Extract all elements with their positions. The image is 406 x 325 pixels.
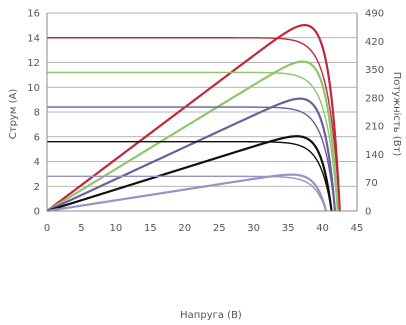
iv-curve-4 — [47, 140, 333, 212]
y2-axis-label: Потужність (Вт) — [391, 72, 403, 157]
y2-tick-label: 280 — [365, 93, 384, 104]
x-tick-label: 10 — [110, 223, 123, 234]
y-tick-label: 4 — [34, 157, 40, 168]
pv-curve-2 — [46, 60, 339, 212]
y-axis-label: Струм (А) — [8, 89, 19, 140]
tick-labels: 0 2 4 6 8 10 12 14 16 0 70 140 210 280 350 420 490 0 5 10 15… — [27, 9, 384, 235]
x-tick-label: 25 — [213, 223, 226, 234]
y-tick-label: 14 — [27, 33, 40, 44]
iv-curve-5 — [47, 175, 327, 212]
x-tick-label: 20 — [178, 223, 191, 234]
iv-curve-1 — [47, 37, 341, 212]
y2-tick-label: 140 — [365, 150, 384, 161]
y2-tick-label: 420 — [365, 37, 384, 48]
y-tick-label: 8 — [34, 108, 40, 119]
y2-tick-label: 490 — [365, 9, 384, 20]
y-tick-label: 16 — [27, 9, 40, 20]
x-axis-label: Напруга (В) — [180, 310, 242, 321]
y2-tick-label: 0 — [365, 207, 371, 218]
pv-curve-1 — [46, 24, 341, 212]
y-tick-label: 0 — [34, 207, 40, 218]
y-tick-label: 6 — [34, 132, 40, 143]
axes — [46, 13, 358, 212]
iv-curve-2 — [47, 71, 339, 212]
x-tick-label: 30 — [247, 223, 260, 234]
x-tick-label: 15 — [144, 223, 157, 234]
x-tick-label: 35 — [282, 223, 295, 234]
x-tick-label: 5 — [78, 223, 84, 234]
x-tick-label: 40 — [316, 223, 329, 234]
pv-curve-5 — [46, 173, 328, 213]
curves — [46, 24, 341, 213]
pv-curve-3 — [46, 97, 337, 212]
y-tick-label: 2 — [34, 182, 40, 193]
y-tick-label: 12 — [27, 58, 40, 69]
y-tick-label: 10 — [27, 83, 40, 94]
y2-tick-label: 350 — [365, 65, 384, 76]
x-tick-label: 45 — [351, 223, 364, 234]
x-tick-label: 0 — [44, 223, 50, 234]
y2-tick-label: 210 — [365, 122, 384, 133]
y2-tick-label: 70 — [365, 178, 378, 189]
iv-curve-3 — [47, 106, 336, 212]
pv-curve-4 — [46, 135, 333, 213]
